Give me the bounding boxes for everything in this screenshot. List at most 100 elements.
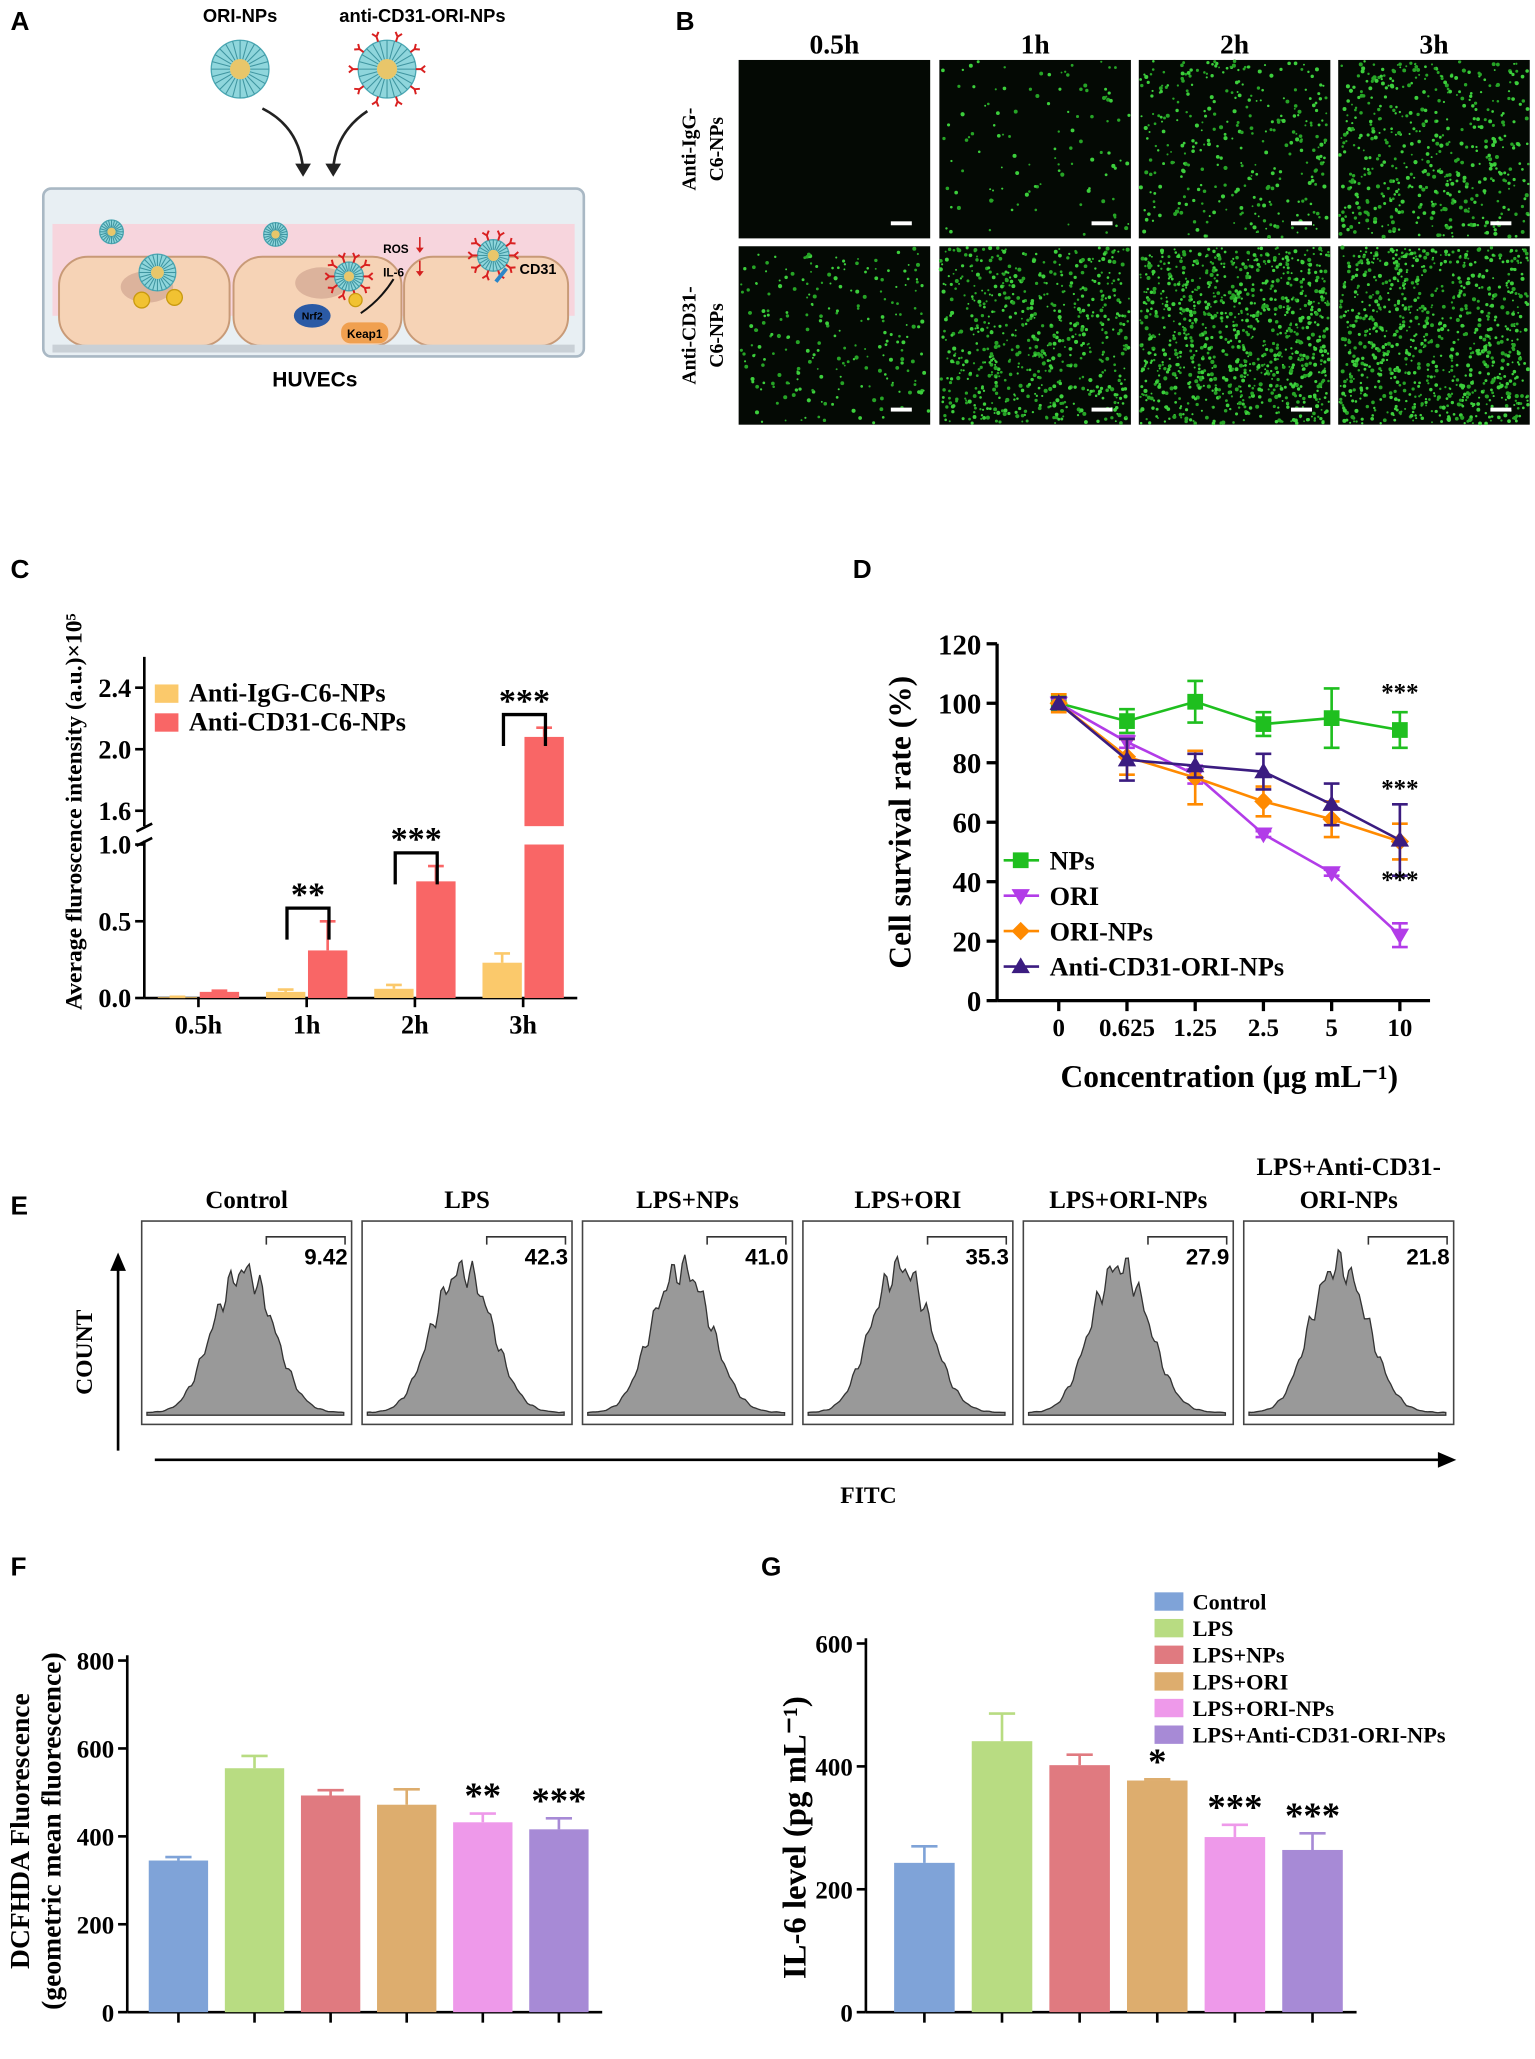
cell-dot	[1518, 162, 1522, 165]
cell-dot	[805, 327, 810, 332]
cell-dot	[1310, 175, 1314, 179]
cell-dot	[1225, 208, 1228, 211]
cell-dot	[1105, 246, 1110, 251]
cell-dot	[1388, 229, 1392, 234]
cell-dot	[1371, 343, 1376, 348]
cell-dot	[1450, 368, 1454, 372]
cell-dot	[1119, 396, 1123, 400]
cell-dot	[1180, 298, 1183, 301]
cell-dot	[1498, 372, 1501, 376]
cell-dot	[1439, 263, 1442, 267]
cell-dot	[1388, 391, 1393, 395]
cell-dot	[1416, 282, 1419, 286]
cell-dot	[1023, 290, 1027, 293]
cell-dot	[1518, 294, 1523, 299]
cell-dot	[1230, 260, 1234, 263]
cell-dot	[1409, 338, 1413, 341]
cell-dot	[1457, 276, 1461, 280]
cell-dot	[1243, 371, 1247, 375]
column-label: 0.5h	[810, 28, 860, 59]
cell-dot	[1354, 400, 1358, 403]
cell-dot	[1227, 390, 1232, 395]
cell-dot	[1035, 394, 1038, 397]
cell-dot	[1243, 368, 1247, 372]
cell-dot	[1490, 404, 1494, 408]
cell-dot	[1509, 81, 1512, 84]
cell-dot	[1450, 181, 1455, 186]
cell-dot	[1378, 131, 1381, 134]
cell-dot	[1395, 87, 1399, 90]
cell-dot	[1079, 408, 1084, 413]
cell-dot	[1223, 250, 1227, 254]
cell-dot	[1501, 138, 1504, 141]
cell-dot	[1058, 263, 1061, 266]
cell-dot	[974, 327, 977, 330]
cell-dot	[1175, 289, 1178, 292]
antibody	[481, 231, 488, 237]
cell-dot	[1004, 305, 1007, 308]
cell-dot	[1111, 250, 1115, 254]
cell-dot	[961, 275, 964, 278]
cell-dot	[1473, 101, 1478, 105]
cell-dot	[1223, 165, 1228, 171]
row-label: C6-NPs	[706, 303, 728, 368]
np-spike	[105, 235, 110, 243]
cell-dot	[1071, 335, 1075, 339]
antibody	[341, 257, 346, 264]
cell-dot	[785, 314, 790, 318]
cell-dot	[823, 401, 828, 406]
cell-dot	[1416, 296, 1420, 300]
cell-dot	[843, 364, 846, 367]
cell-dot	[1143, 388, 1148, 394]
cell-dot	[1493, 228, 1497, 232]
cell-dot	[1409, 319, 1413, 323]
cell-dot	[1365, 218, 1370, 223]
cell-dot	[1103, 369, 1107, 372]
cell-dot	[987, 322, 990, 325]
panel-letter: F	[10, 1551, 26, 1581]
cell-dot	[1364, 250, 1368, 254]
cell-dot	[1253, 302, 1256, 305]
cell-dot	[1247, 355, 1250, 358]
cell-dot	[1482, 360, 1486, 364]
cell-dot	[1307, 268, 1311, 272]
cell-dot	[1287, 326, 1291, 331]
cell-dot	[1468, 262, 1473, 267]
cell-dot	[986, 334, 990, 338]
cell-dot	[1383, 335, 1387, 338]
cell-dot	[912, 246, 917, 251]
cell-dot	[1410, 305, 1413, 308]
cell-dot	[1191, 263, 1195, 267]
cell-dot	[1342, 408, 1347, 413]
cell-dot	[1074, 251, 1078, 255]
cell-dot	[1290, 310, 1295, 315]
antibody	[332, 264, 338, 269]
antibody	[395, 96, 399, 102]
cell-dot	[1414, 395, 1417, 398]
cell-dot	[791, 393, 796, 398]
cell-dot	[1215, 61, 1219, 66]
cell-dot	[1209, 272, 1214, 278]
cell-dot	[1324, 292, 1328, 295]
cell-dot	[1478, 421, 1482, 426]
cell-dot	[1381, 282, 1385, 285]
cell-dot	[1359, 250, 1362, 253]
cell-dot	[1229, 295, 1234, 300]
cell-dot	[1521, 379, 1524, 382]
cell-dot	[1012, 153, 1017, 158]
label: Keap1	[347, 327, 383, 341]
significance: **	[291, 877, 325, 914]
cell-dot	[1301, 289, 1305, 293]
cell-dot	[1151, 68, 1155, 71]
cell-dot	[1434, 383, 1439, 387]
cell-dot	[1356, 357, 1360, 362]
cell-dot	[1052, 403, 1057, 408]
cell-dot	[960, 264, 965, 268]
cell-dot	[1209, 377, 1213, 382]
cell-dot	[1222, 265, 1226, 269]
cell-dot	[1478, 335, 1483, 340]
cell-dot	[1100, 60, 1103, 63]
cell-dot	[1314, 182, 1318, 186]
cell-dot	[992, 189, 995, 192]
cell-dot	[1241, 402, 1245, 406]
